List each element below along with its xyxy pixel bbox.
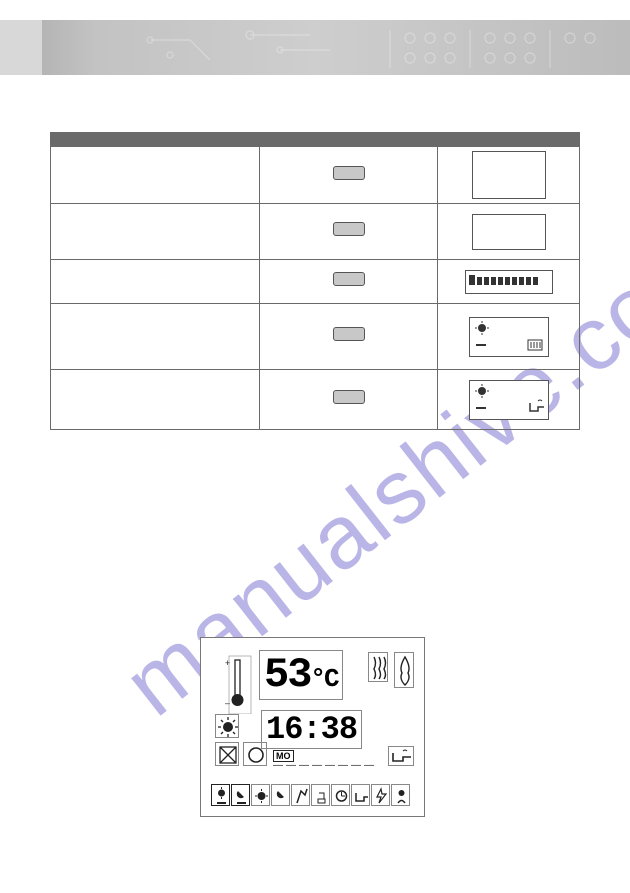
display-preview-2 (472, 214, 546, 250)
mode-icon (251, 784, 270, 806)
mode-icon (291, 784, 310, 806)
mode-icon (391, 784, 410, 806)
sun-icon (215, 714, 239, 738)
header-corner-block (0, 20, 42, 75)
mode-icon (231, 784, 250, 806)
faucet-icon (388, 746, 414, 766)
temperature-readout: 53°C (259, 650, 343, 700)
circuit-decoration (130, 20, 630, 75)
mode-icon (311, 784, 330, 806)
table-row (51, 370, 580, 430)
mode-icon (371, 784, 390, 806)
mode-icon (331, 784, 350, 806)
crossed-box-icon (215, 742, 239, 766)
svg-text:+: + (225, 658, 230, 668)
display-preview-1 (472, 151, 546, 199)
display-preview-3 (465, 270, 553, 294)
heat-wave-icon (368, 652, 388, 682)
table-row (51, 204, 580, 260)
table-row (51, 304, 580, 370)
mode-icon (271, 784, 290, 806)
instruction-table (50, 132, 580, 430)
table-row (51, 147, 580, 204)
lcd-display-panel: + – 53°C (200, 637, 425, 817)
display-preview-4 (469, 317, 549, 357)
button-icon (333, 272, 365, 286)
mode-icon-row (211, 784, 414, 806)
mode-icon (351, 784, 370, 806)
time-readout: 16:38 (261, 710, 362, 749)
table-row (51, 260, 580, 304)
display-preview-5 (469, 380, 549, 420)
button-icon (333, 327, 365, 341)
button-icon (333, 166, 365, 180)
thermometer-icon: + – (225, 654, 253, 714)
table-header (51, 133, 580, 147)
day-track: ———————— (273, 760, 377, 771)
flame-icon (394, 652, 414, 688)
button-icon (333, 222, 365, 236)
mode-icon (211, 784, 230, 806)
button-icon (333, 390, 365, 404)
